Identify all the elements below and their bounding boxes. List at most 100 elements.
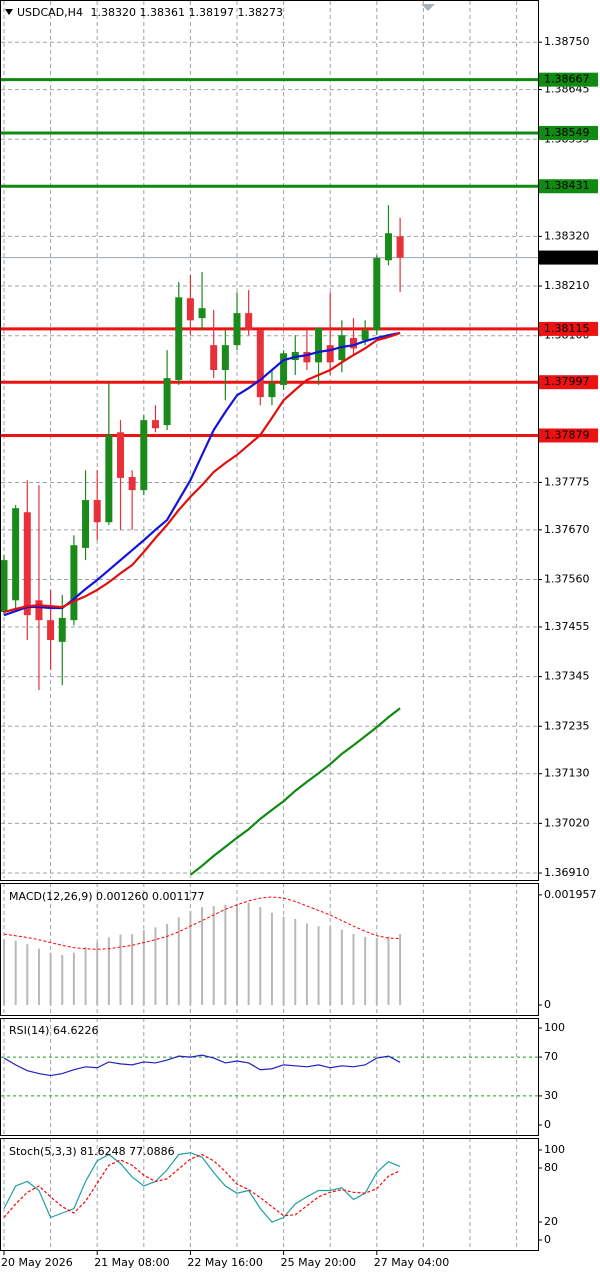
macd-bar [329,926,332,1005]
label-layer: 20 May 2026 21 May 08:00 22 May 16:00 25 Ma… [1,35,598,1269]
y-tick-label: 1.37345 [544,670,590,683]
y-tick-label: 0 [544,998,551,1011]
candle-body [0,560,8,613]
macd-bar [212,905,215,1005]
candle-body [326,345,334,363]
y-tick-label: 1.36910 [544,866,590,879]
macd-bar [201,907,204,1005]
macd-bar [352,934,355,1005]
signal-line [3,896,401,950]
macd-bar [84,947,87,1005]
macd-bar [49,952,52,1005]
macd-bar [399,934,402,1005]
level-label-box [538,375,598,390]
candle-body [373,258,381,331]
candle-body [47,620,55,641]
y-tick-label: 1.37560 [544,573,590,586]
y-tick-label: 70 [544,1050,558,1063]
y-tick-label: 1.37775 [544,475,590,488]
level-label-box [538,179,598,194]
macd-title: MACD(12,26,9) 0.001260 0.001177 [9,890,205,903]
y-tick-label: 1.37130 [544,767,590,780]
y-tick-label: 0.001957 [544,888,597,901]
candle-body [221,345,229,371]
macd-bar [96,942,99,1005]
macd-bar [305,923,308,1005]
x-tick-label: 27 May 04:00 [374,1256,449,1269]
y-tick-label: 1.37455 [544,620,590,633]
level-label: 1.38549 [544,126,590,139]
moving-average [189,707,401,876]
quote-open: 1.38320 [90,6,136,19]
candle-body [163,378,171,426]
level-label-box [538,125,598,140]
y-tick-label: 100 [544,1021,565,1034]
candle-body [268,383,276,398]
macd-bar [259,907,262,1005]
macd-signal: 0.001177 [152,890,205,903]
x-tick-label: 20 May 2026 [1,1256,73,1269]
level-label: 1.38431 [544,179,590,192]
level-label-box [538,72,598,87]
candle-body [315,328,323,363]
macd-bar [142,930,145,1005]
macd-main: 0.001260 [96,890,149,903]
candle-body [303,351,311,363]
macd-bar [340,929,343,1005]
candle-body [140,420,148,491]
macd-name: MACD(12,26,9) [9,890,93,903]
level-label: 1.37879 [544,428,590,441]
candle-body [280,353,288,385]
candle-body [384,233,392,261]
indicator-line [3,1054,401,1077]
macd-bar [282,916,285,1005]
macd-bar [189,911,192,1005]
candle-body [105,435,113,523]
main-frame [0,0,539,881]
macd-bar [387,936,390,1005]
shift-marker [421,4,435,11]
y-tick-label: 1.38320 [544,229,590,242]
macd-bar [270,912,273,1005]
macd-bar [131,934,134,1005]
candle-body [70,545,78,621]
macd-bar [26,944,29,1005]
candle-body [256,330,264,398]
macd-bar [3,939,5,1005]
rsi-frame [0,1018,539,1136]
quote-low: 1.38197 [188,6,234,19]
main-title: USDCAD,H4 1.38320 1.38361 1.38197 1.3827… [17,6,283,19]
y-tick-label: 20 [544,1215,558,1228]
macd-bar [166,923,169,1005]
level-label: 1.38115 [544,322,590,335]
candle-body [58,617,66,642]
candle-body [175,297,183,380]
rsi-value: 64.6226 [53,1024,99,1037]
macd-bar [107,937,110,1005]
macd-bar [14,940,17,1005]
x-tick-label: 21 May 08:00 [94,1256,169,1269]
x-tick-label: 22 May 16:00 [187,1256,262,1269]
candle-body [245,313,253,331]
candle-body [151,420,159,429]
candle-body [117,432,124,478]
macd-bar [61,954,64,1005]
y-tick-label: 1.38750 [544,35,590,48]
candle-body [210,345,218,371]
rsi-name: RSI(14) [9,1024,49,1037]
macd-bar [224,904,227,1005]
y-tick-label: 100 [544,1143,565,1156]
candle-body [350,337,357,349]
stoch-frame [0,1138,539,1251]
candle-body [361,330,369,341]
macd-bar [236,903,238,1005]
price-label-box [538,250,598,265]
candle-body [128,477,136,491]
y-tick-label: 1.37670 [544,523,590,536]
candle-body [12,508,20,601]
level-label: 1.38667 [544,73,590,86]
indicator-line [3,1152,401,1223]
macd-bar [247,902,250,1005]
